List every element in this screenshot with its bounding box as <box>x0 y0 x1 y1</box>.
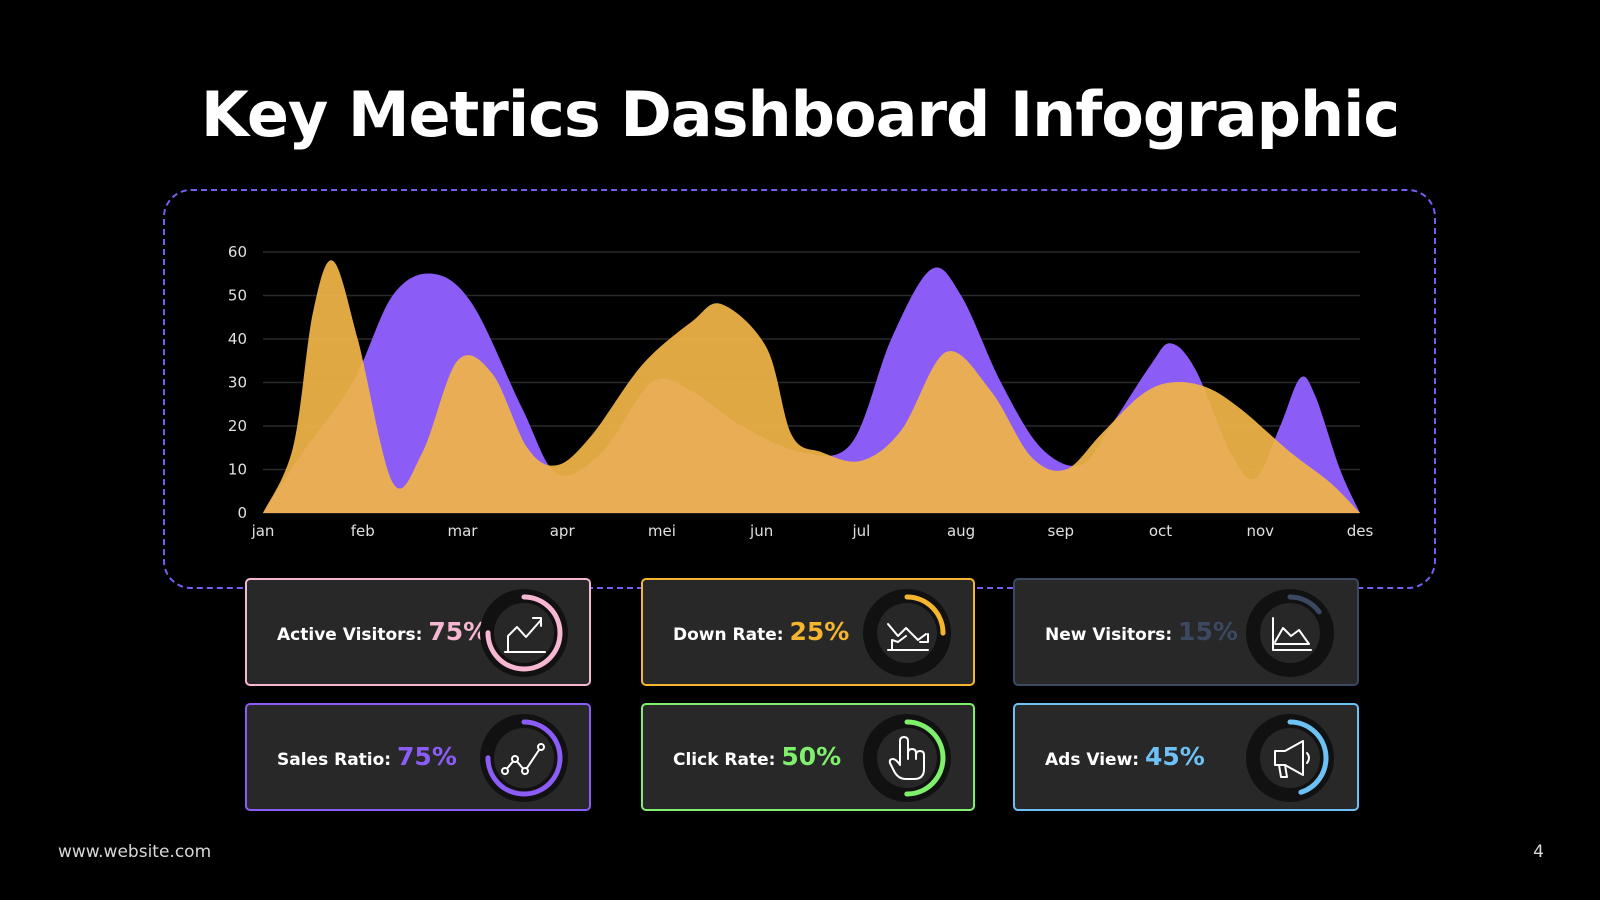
metric-card-active-visitors: Active Visitors: 75% <box>245 578 591 686</box>
icon-dot <box>511 755 519 763</box>
metric-value: 15% <box>1178 617 1238 646</box>
ring-inner <box>1260 728 1320 788</box>
chart-up-icon <box>480 589 568 677</box>
icon-stroke <box>891 635 907 651</box>
icon-stroke <box>919 633 929 643</box>
ring-inner <box>494 728 554 788</box>
y-tick-label: 10 <box>228 461 247 479</box>
area-chart-icon <box>1246 589 1334 677</box>
metric-value: 25% <box>789 617 850 646</box>
icon-dot <box>501 767 509 775</box>
metric-value: 50% <box>781 742 842 771</box>
page-title: Key Metrics Dashboard Infographic <box>200 78 1400 151</box>
x-tick-label: jul <box>851 522 870 540</box>
metric-label: Ads View: 45% <box>1045 742 1205 771</box>
icon-stroke <box>1274 740 1304 776</box>
area-chart-glyph <box>1272 617 1312 651</box>
icon-stroke <box>532 617 542 627</box>
progress-arc <box>868 594 946 672</box>
x-tick-label: nov <box>1246 522 1274 540</box>
x-tick-label: sep <box>1048 522 1075 540</box>
metric-card-new-visitors: New Visitors: 15% <box>1013 578 1359 686</box>
page-number: 4 <box>1533 842 1544 862</box>
progress-arc <box>1251 719 1329 797</box>
x-tick-label: jan <box>251 522 275 540</box>
icon-stroke <box>1274 627 1310 645</box>
line-chart-glyph <box>501 743 545 775</box>
icon-stroke <box>888 736 925 780</box>
progress-arc <box>1251 594 1329 672</box>
y-tick-label: 50 <box>228 287 247 305</box>
metric-label: Sales Ratio: 75% <box>277 742 457 771</box>
y-tick-label: 60 <box>228 243 247 261</box>
icon-stroke <box>1272 617 1312 651</box>
series-area <box>263 267 1360 513</box>
metric-label: Down Rate: 25% <box>673 617 850 646</box>
series-area <box>263 260 1360 513</box>
ring-inner <box>1260 603 1320 663</box>
ring-inner <box>494 603 554 663</box>
metric-value: 75% <box>428 617 489 646</box>
metric-label: Click Rate: 50% <box>673 742 842 771</box>
metric-value: 75% <box>397 742 457 771</box>
area-chart: 0 10 20 30 40 50 60 jan feb mar apr mei jun jul aug sep… <box>228 243 1374 540</box>
metric-card-click-rate: Click Rate: 50% <box>641 703 975 811</box>
metric-card-sales-ratio: Sales Ratio: 75% <box>245 703 591 811</box>
y-tick-label: 30 <box>228 374 247 392</box>
chart-up-glyph <box>504 617 546 653</box>
icon-stroke <box>1306 752 1310 764</box>
line-chart-icon <box>480 714 568 802</box>
x-tick-label: mei <box>648 522 676 540</box>
megaphone-icon <box>1246 714 1334 802</box>
x-tick-label: mar <box>447 522 478 540</box>
progress-arc <box>485 594 563 672</box>
icon-dot <box>537 743 545 751</box>
metric-card-ads-view: Ads View: 45% <box>1013 703 1359 811</box>
metric-label: New Visitors: 15% <box>1045 617 1238 646</box>
x-tick-label: jun <box>749 522 773 540</box>
chart-frame: 0 10 20 30 40 50 60 jan feb mar apr mei jun jul aug sep… <box>163 189 1436 589</box>
progress-arc <box>868 719 946 797</box>
icon-stroke <box>1278 764 1288 778</box>
footer-website: www.website.com <box>58 842 212 862</box>
icon-stroke <box>504 746 542 772</box>
icon-dot <box>521 767 529 775</box>
chart-down-glyph <box>887 623 929 651</box>
hand-pointer-icon <box>863 714 951 802</box>
icon-stroke <box>507 619 542 653</box>
y-tick-label: 40 <box>228 330 247 348</box>
x-tick-label: oct <box>1149 522 1172 540</box>
y-tick-label: 0 <box>237 504 247 522</box>
y-tick-label: 20 <box>228 417 247 435</box>
metric-label: Active Visitors: 75% <box>277 617 489 646</box>
megaphone-glyph <box>1274 740 1310 778</box>
hand-pointer-glyph <box>888 736 925 780</box>
chart-down-icon <box>863 589 951 677</box>
x-tick-label: des <box>1347 522 1374 540</box>
x-tick-label: feb <box>351 522 375 540</box>
x-tick-label: apr <box>550 522 576 540</box>
metric-value: 45% <box>1145 742 1205 771</box>
metric-card-down-rate: Down Rate: 25% <box>641 578 975 686</box>
progress-arc <box>485 719 563 797</box>
icon-stroke <box>887 623 927 641</box>
x-tick-label: aug <box>947 522 975 540</box>
